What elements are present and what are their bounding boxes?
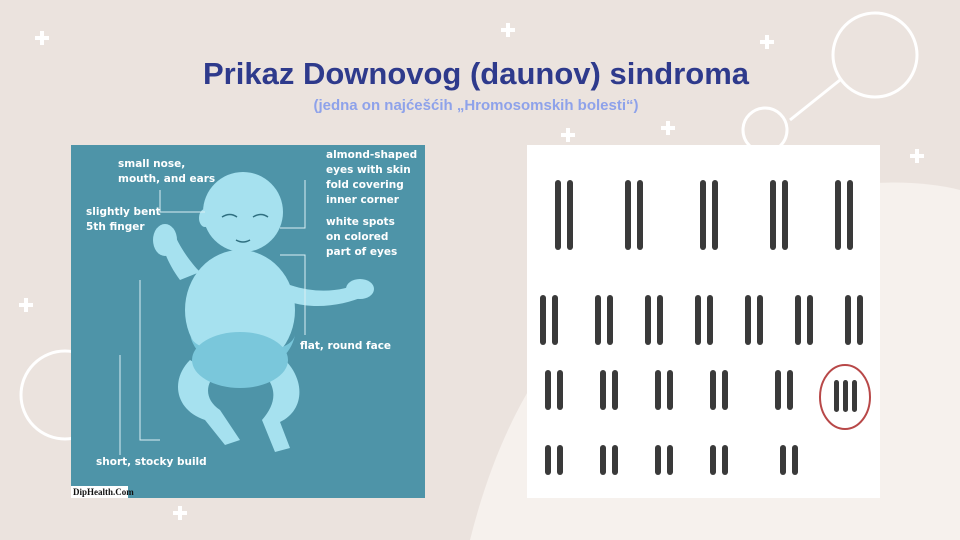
deco-plus (506, 23, 510, 37)
chromosome (807, 295, 813, 345)
chromosome (700, 180, 706, 250)
label-line: almond-shaped (326, 149, 417, 161)
chromosome (745, 295, 751, 345)
chromosome (775, 370, 781, 410)
chromosome (857, 295, 863, 345)
chromosome (607, 295, 613, 345)
label-line: short, stocky build (96, 456, 207, 468)
chromosome (710, 370, 716, 410)
deco-plus-group (19, 23, 924, 520)
label-line: on colored (326, 231, 388, 243)
chromosome (695, 295, 701, 345)
chromosome (600, 370, 606, 410)
label-line: white spots (326, 216, 395, 228)
chromosomes (540, 180, 863, 475)
chromosome (557, 445, 563, 475)
chromosome (552, 295, 558, 345)
label-line: eyes with skin (326, 164, 411, 176)
deco-plus (765, 35, 769, 49)
credit: DipHealth.Com (73, 487, 134, 497)
chromosome (540, 295, 546, 345)
chromosome (625, 180, 631, 250)
label-line: small nose, (118, 158, 185, 170)
chromosome (645, 295, 651, 345)
label-line: part of eyes (326, 246, 397, 258)
deco-plus (40, 31, 44, 45)
chromosome (637, 180, 643, 250)
deco-line (789, 78, 841, 122)
chromosome (595, 295, 601, 345)
chromosome (667, 370, 673, 410)
credit-bg (71, 486, 128, 498)
trisomy-circle (819, 364, 871, 430)
deco-circle (831, 11, 919, 99)
subtitle: (jedna on najćešćih „Hromosomskih bolest… (313, 97, 638, 114)
chromosome (667, 445, 673, 475)
deco-plus (566, 128, 570, 142)
chromosome (655, 445, 661, 475)
infographic: small nose, mouth, and ears slightly bent 5… (71, 145, 425, 498)
deco-plus (666, 121, 670, 135)
label-line: flat, round face (300, 340, 391, 352)
chromosome (770, 180, 776, 250)
chromosome (847, 180, 853, 250)
deco-plus (915, 149, 919, 163)
callout-lines (119, 180, 306, 455)
chromosome (600, 445, 606, 475)
chromosome (612, 445, 618, 475)
chromosome (795, 295, 801, 345)
chromosome (555, 180, 561, 250)
chromosome (557, 370, 563, 410)
chromosome (722, 445, 728, 475)
title: Prikaz Downovog (daunov) sindroma (203, 56, 750, 91)
chromosome (712, 180, 718, 250)
chromosome (707, 295, 713, 345)
chromosome (657, 295, 663, 345)
chromosome (787, 370, 793, 410)
chromosome (835, 180, 841, 250)
chromosome (852, 380, 857, 412)
label-line: 5th finger (86, 221, 145, 233)
chromosome (780, 445, 786, 475)
chromosome (545, 370, 551, 410)
label-line: inner corner (326, 194, 400, 206)
chromosome (655, 370, 661, 410)
deco-plus (24, 298, 28, 312)
chromosome (612, 370, 618, 410)
chromosome (845, 295, 851, 345)
chromosome (792, 445, 798, 475)
label-line: mouth, and ears (118, 173, 215, 185)
chromosome (843, 380, 848, 412)
chromosome (722, 370, 728, 410)
chromosome (834, 380, 839, 412)
label-line: slightly bent (86, 206, 161, 218)
chromosome (710, 445, 716, 475)
chromosome (782, 180, 788, 250)
chromosome (567, 180, 573, 250)
chromosome (757, 295, 763, 345)
diaper (192, 332, 288, 388)
labels: small nose, mouth, and ears slightly bent 5… (86, 149, 417, 468)
karyotype (527, 145, 880, 498)
deco-plus (178, 506, 182, 520)
chromosome (545, 445, 551, 475)
face (221, 213, 269, 243)
label-line: fold covering (326, 179, 404, 191)
